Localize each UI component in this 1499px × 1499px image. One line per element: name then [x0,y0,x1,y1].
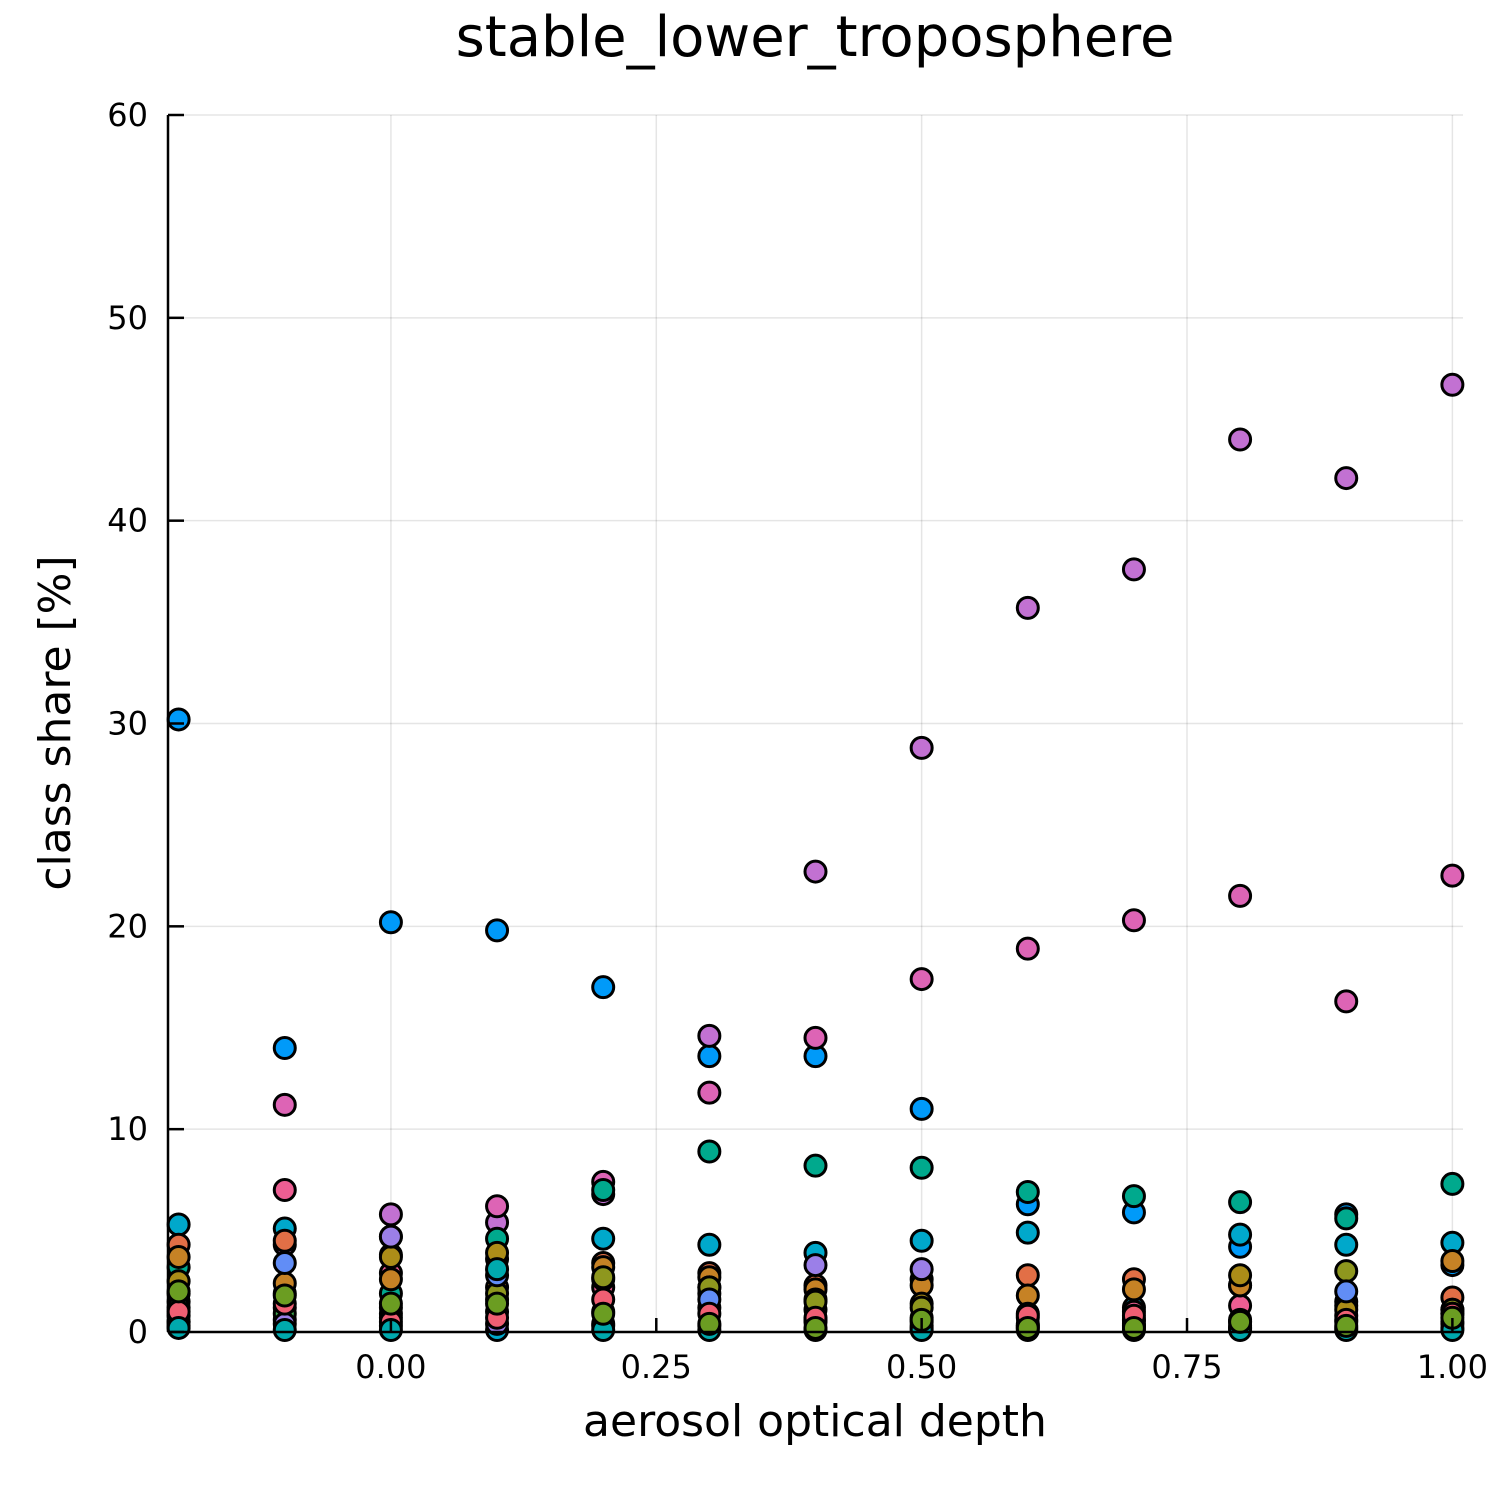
y-tick-label: 20 [107,907,148,945]
scatter-point [591,1265,616,1290]
scatter-point [697,1232,722,1257]
x-tick-label: 0.50 [886,1348,957,1386]
scatter-point [591,1178,616,1203]
scatter-point [166,1315,191,1340]
x-axis-label: aerosol optical depth [583,1396,1047,1447]
scatter-point [1015,936,1040,961]
scatter-point [272,1178,297,1203]
scatter-point [803,1153,828,1178]
scatter-point [378,1267,403,1292]
y-tick-label: 30 [107,705,148,743]
scatter-point [272,1283,297,1308]
scatter-point [378,1224,403,1249]
axis-ticks: 0.00 0.25 0.50 0.75 1.00 0 10 20 30 40 50 60 [107,96,1488,1386]
scatter-point [909,1257,934,1282]
x-tick-label: 1.00 [1417,1348,1488,1386]
scatter-point [909,967,934,992]
scatter-point [166,707,191,732]
scatter-point [1121,1277,1146,1302]
scatter-point [1334,1313,1359,1338]
scatter-point [1121,1184,1146,1209]
scatter-point [1228,883,1253,908]
scatter-point [378,1202,403,1227]
scatter-point [1228,1309,1253,1334]
scatter-point [1015,1315,1040,1340]
y-tick-label: 60 [107,96,148,134]
scatter-point [272,1092,297,1117]
scatter-point [1015,1220,1040,1245]
scatter-point [1228,1222,1253,1247]
scatter-point [1334,1232,1359,1257]
y-tick-label: 40 [107,502,148,540]
scatter-point [272,1317,297,1342]
scatter-point [1334,466,1359,491]
scatter-point [697,1023,722,1048]
scatter-point [1228,427,1253,452]
scatter-point [697,1080,722,1105]
chart-title: stable_lower_troposphere [456,5,1175,70]
scatter-point [591,975,616,1000]
scatter-point [909,1096,934,1121]
scatter-point [378,1291,403,1316]
scatter-point [378,1244,403,1269]
scatter-point [697,1044,722,1069]
scatter-point [591,1226,616,1251]
scatter-point [166,1279,191,1304]
scatter-point [485,1291,510,1316]
scatter-point [909,1155,934,1180]
scatter-point [909,1228,934,1253]
x-tick-label: 0.25 [621,1348,692,1386]
scatter-point [591,1301,616,1326]
scatter-point [272,1228,297,1253]
scatter-point [378,910,403,935]
scatter-point [1121,908,1146,933]
scatter-point [1440,1249,1465,1274]
scatter-point [1015,1180,1040,1205]
scatter-point [485,1257,510,1282]
scatter-point [803,1025,828,1050]
scatter-point [485,918,510,943]
x-tick-label: 0.75 [1151,1348,1222,1386]
y-tick-label: 10 [107,1110,148,1148]
scatter-point [1228,1263,1253,1288]
scatter-point [485,1194,510,1219]
scatter-point [1440,372,1465,397]
y-tick-label: 0 [128,1313,148,1351]
scatter-point [166,1244,191,1269]
scatter-point [1121,1315,1146,1340]
scatter-point [166,1212,191,1237]
scatter-point [1228,1190,1253,1215]
scatter-point [1015,1263,1040,1288]
scatter-point [803,1315,828,1340]
y-tick-label: 50 [107,299,148,337]
scatter-point [1015,595,1040,620]
scatter-point [1334,1279,1359,1304]
scatter-point [1440,1171,1465,1196]
scatter-point [272,1251,297,1276]
scatter-point [1334,1259,1359,1284]
scatter-point [1440,863,1465,888]
scatter-point [697,1311,722,1336]
scatter-point [803,859,828,884]
scatter-point [697,1139,722,1164]
y-axis-label: class share [%] [30,555,81,890]
scatter-point [909,735,934,760]
scatter-point [1334,989,1359,1014]
scatter-point [272,1036,297,1061]
scatter-point [803,1253,828,1278]
scatter-point [1334,1206,1359,1231]
scatter-point [1121,557,1146,582]
x-tick-label: 0.00 [355,1348,426,1386]
